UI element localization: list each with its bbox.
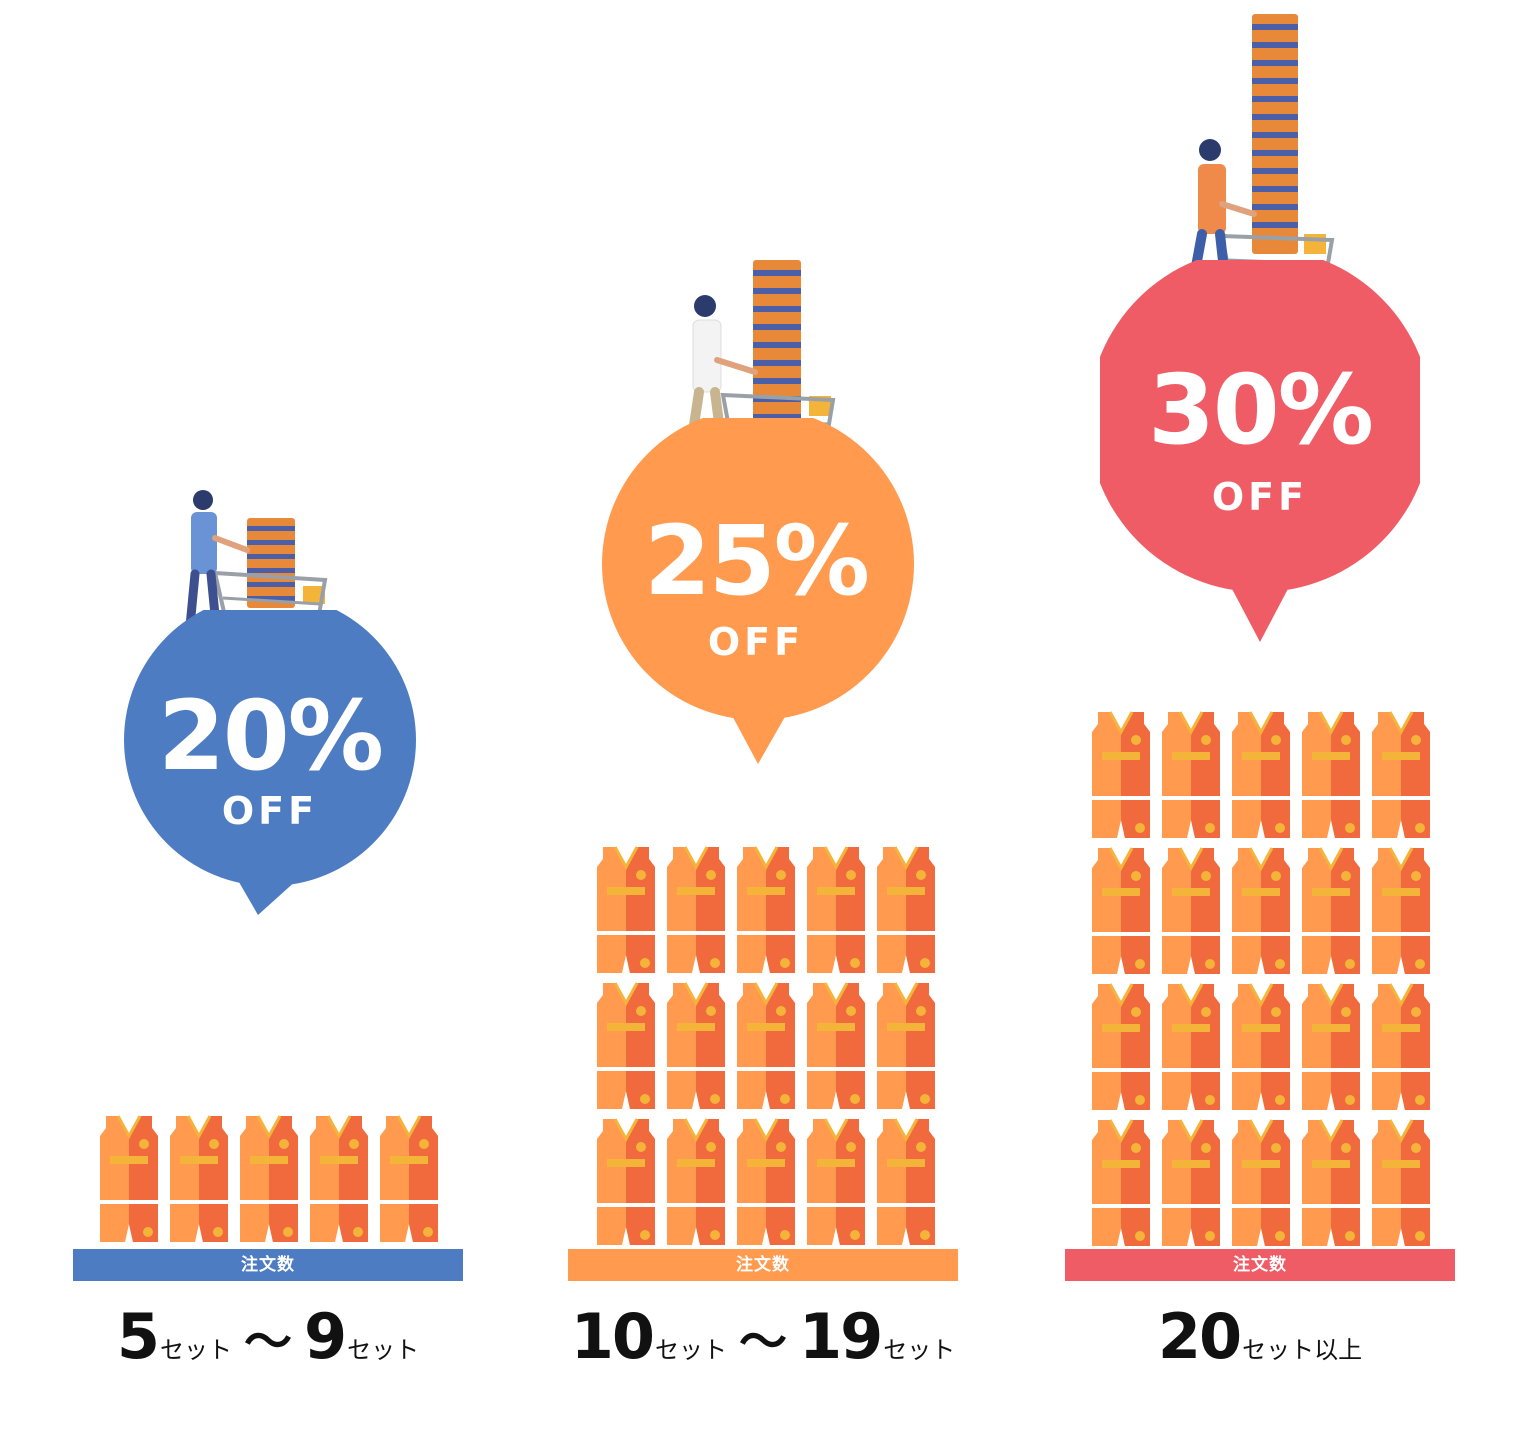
basketball-uniform-icon <box>1092 711 1150 838</box>
basketball-uniform-icon <box>597 846 655 973</box>
range-to-unit: セット <box>883 1336 956 1364</box>
order-count-bar: 注文数 <box>73 1249 463 1281</box>
order-count-bar: 注文数 <box>568 1249 958 1281</box>
basketball-uniform-icon <box>310 1115 368 1242</box>
basketball-uniform-icon <box>1162 983 1220 1110</box>
quantity-icon-grid <box>597 843 935 1245</box>
basketball-uniform-icon <box>737 982 795 1109</box>
discount-bubble: 25% OFF <box>600 418 920 768</box>
basketball-uniform-icon <box>100 1115 158 1242</box>
basketball-uniform-icon <box>1302 711 1360 838</box>
basketball-uniform-icon <box>667 982 725 1109</box>
basketball-uniform-icon <box>597 1118 655 1245</box>
basketball-uniform-icon <box>1232 983 1290 1110</box>
off-label: OFF <box>707 620 805 664</box>
shopper-with-cart-icon <box>673 260 843 494</box>
range-tilde: 〜 <box>243 1314 292 1370</box>
range-to: 19 <box>799 1300 883 1373</box>
discount-percent: 30% <box>1148 354 1374 466</box>
quantity-icon-grid <box>100 1112 438 1242</box>
quantity-icon-grid <box>1092 708 1430 1246</box>
bubble-pointer <box>728 708 790 764</box>
range-tilde: 〜 <box>738 1314 787 1370</box>
basketball-uniform-icon <box>737 846 795 973</box>
quantity-range: 10セット〜 19セット <box>568 1300 958 1373</box>
basketball-uniform-icon <box>380 1115 438 1242</box>
basketball-uniform-icon <box>1302 1119 1360 1246</box>
range-from: 10 <box>570 1300 655 1373</box>
basketball-uniform-icon <box>1372 847 1430 974</box>
basketball-uniform-icon <box>240 1115 298 1242</box>
basketball-uniform-icon <box>1372 1119 1430 1246</box>
basketball-uniform-icon <box>1092 983 1150 1110</box>
discount-bubble: 30% OFF <box>1100 260 1420 645</box>
range-from-unit: セット <box>159 1336 232 1364</box>
basketball-uniform-icon <box>807 846 865 973</box>
basketball-uniform-icon <box>877 1118 935 1245</box>
basketball-uniform-icon <box>877 846 935 973</box>
basketball-uniform-icon <box>667 1118 725 1245</box>
range-from: 5 <box>116 1300 160 1373</box>
discount-percent: 25% <box>644 505 870 617</box>
basketball-uniform-icon <box>1302 847 1360 974</box>
quantity-range: 5セット〜 9セット <box>73 1300 463 1373</box>
range-to: 9 <box>304 1300 347 1373</box>
basketball-uniform-icon <box>1372 711 1430 838</box>
discount-bubble: 20% OFF <box>110 610 430 930</box>
basketball-uniform-icon <box>1232 847 1290 974</box>
off-label: OFF <box>221 789 319 833</box>
quantity-range: 20セット以上 <box>1065 1300 1455 1373</box>
basketball-uniform-icon <box>807 1118 865 1245</box>
basketball-uniform-icon <box>1162 711 1220 838</box>
discount-tier-30: 30% OFF <box>1052 0 1472 1434</box>
basketball-uniform-icon <box>1372 983 1430 1110</box>
basketball-uniform-icon <box>667 846 725 973</box>
order-count-bar: 注文数 <box>1065 1249 1455 1281</box>
basketball-uniform-icon <box>1302 983 1360 1110</box>
basketball-uniform-icon <box>737 1118 795 1245</box>
basketball-uniform-icon <box>1232 711 1290 838</box>
discount-tier-20: 20% OFF <box>60 0 480 1434</box>
basketball-uniform-icon <box>170 1115 228 1242</box>
range-from: 20 <box>1157 1300 1242 1373</box>
basketball-uniform-icon <box>1092 847 1150 974</box>
bubble-pointer <box>1230 585 1290 642</box>
basketball-uniform-icon <box>1232 1119 1290 1246</box>
basketball-uniform-icon <box>1092 1119 1150 1246</box>
basketball-uniform-icon <box>877 982 935 1109</box>
discount-tier-25: 25% OFF <box>555 0 975 1434</box>
shopper-with-cart-icon <box>1162 14 1342 338</box>
off-label: OFF <box>1211 475 1309 519</box>
basketball-uniform-icon <box>1162 1119 1220 1246</box>
discount-percent: 20% <box>158 680 384 792</box>
basketball-uniform-icon <box>807 982 865 1109</box>
range-from-unit: セット以上 <box>1242 1336 1363 1364</box>
range-from-unit: セット <box>654 1336 727 1364</box>
basketball-uniform-icon <box>597 982 655 1109</box>
basketball-uniform-icon <box>1162 847 1220 974</box>
range-to-unit: セット <box>347 1336 420 1364</box>
